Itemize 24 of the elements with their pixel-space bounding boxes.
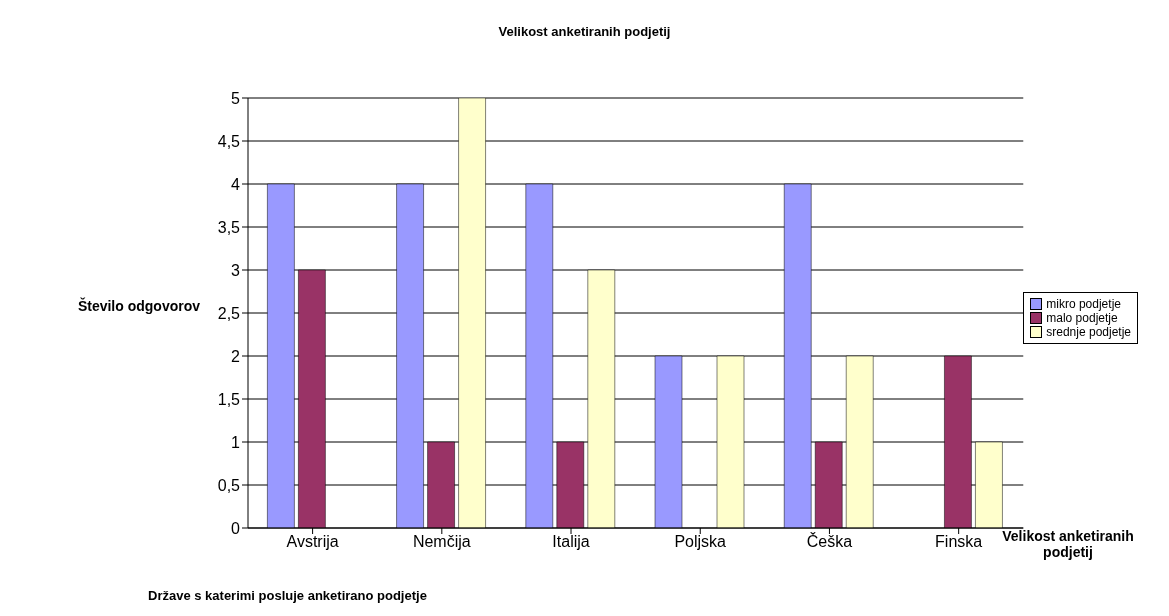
- annotation: Velikost anketiranih podjetij: [1002, 528, 1134, 560]
- x-tick-label: Italija: [552, 533, 590, 551]
- y-tick-label: 1,5: [217, 390, 241, 408]
- y-tick-label: 1: [231, 433, 241, 451]
- chart-title: Velikost anketiranih podjetij: [497, 24, 672, 39]
- legend-label: mikro podjetje: [1046, 297, 1121, 311]
- x-tick-label: Nemčija: [412, 533, 471, 551]
- y-tick-label: 0,5: [217, 476, 241, 494]
- y-tick-label: 2: [231, 347, 241, 365]
- y-tick-label: 4,5: [217, 132, 241, 150]
- x-tick-label: Češka: [806, 532, 853, 551]
- y-tick-label: 3: [231, 261, 241, 279]
- y-tick-label: 2,5: [217, 304, 241, 322]
- y-tick-label: 5: [231, 89, 241, 107]
- y-tick-label: 4: [231, 175, 241, 193]
- x-tick-label: Poljska: [674, 533, 727, 551]
- x-tick-label: Avstrija: [286, 533, 339, 551]
- y-tick-label: 3,5: [217, 218, 241, 236]
- legend-label: malo podjetje: [1046, 311, 1118, 325]
- x-axis-title: Države s katerimi posluje anketirano podjetje: [148, 588, 427, 603]
- x-tick-label: Finska: [935, 533, 983, 551]
- legend-label: srednje podjetje: [1046, 325, 1131, 339]
- y-tick-label: 0: [231, 519, 241, 537]
- y-axis-title: Število odgovorov: [76, 298, 200, 314]
